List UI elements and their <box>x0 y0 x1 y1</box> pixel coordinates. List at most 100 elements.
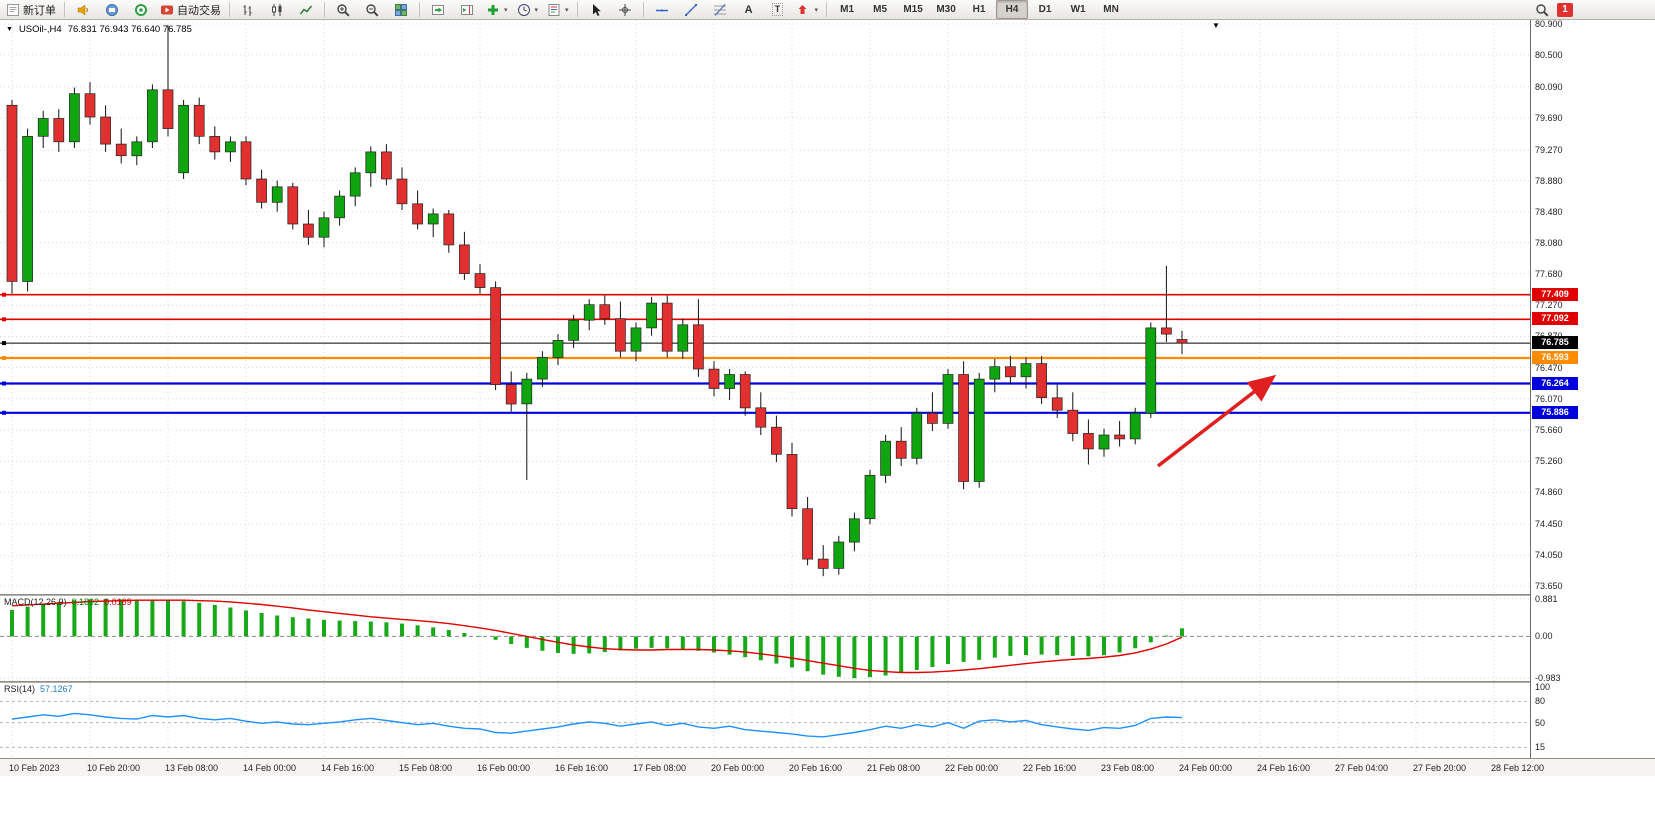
trendline-button[interactable] <box>677 0 705 19</box>
candlestick-chart-button[interactable] <box>263 0 291 19</box>
bar-chart-button[interactable] <box>234 0 262 19</box>
grid-layer <box>0 596 1530 681</box>
chart-shift-icon <box>460 3 474 17</box>
new-order-label: 新订单 <box>23 4 56 17</box>
fibonacci-button[interactable] <box>706 0 734 19</box>
timeframe-button-m30[interactable]: M30 <box>936 4 956 15</box>
time-axis-label: 23 Feb 08:00 <box>1101 763 1155 773</box>
trend-arrow-annotation[interactable] <box>1156 374 1277 468</box>
symbol-period-label: USOil-,H4 <box>18 24 62 35</box>
chart-shift-marker[interactable]: ▼ <box>1212 21 1220 30</box>
price-chart-canvas[interactable] <box>0 20 1530 594</box>
timeframe-button-d1[interactable]: D1 <box>1038 4 1052 15</box>
autotrading-button[interactable]: 自动交易 <box>156 0 225 19</box>
timeframe-button-m1[interactable]: M1 <box>840 4 855 15</box>
time-axis-label: 20 Feb 16:00 <box>789 763 843 773</box>
price-axis-label: 76.470 <box>1535 362 1563 373</box>
ohlc-values: 76.831 76.943 76.640 76.785 <box>67 24 192 35</box>
new-order-icon <box>6 3 20 17</box>
expert-advisor-button[interactable] <box>98 0 126 19</box>
timeframe-button-mn[interactable]: MN <box>1103 4 1119 15</box>
autotrading-icon <box>160 3 174 17</box>
periods-button[interactable]: ▾ <box>513 0 543 19</box>
arrows-button[interactable]: ▾ <box>793 0 823 19</box>
template-icon <box>547 3 561 17</box>
chevron-down-icon: ▾ <box>565 6 569 14</box>
alerts-button[interactable] <box>69 0 97 19</box>
grid-layer <box>0 20 1530 594</box>
fibonacci-icon <box>713 3 727 17</box>
toolbar-separator <box>419 2 420 17</box>
horn-icon <box>76 3 90 17</box>
time-axis-label: 16 Feb 16:00 <box>555 763 609 773</box>
tile-windows-button[interactable] <box>387 0 415 19</box>
price-axis-label: 76.070 <box>1535 393 1563 404</box>
add-indicator-icon <box>486 3 500 17</box>
chart-menu-icon[interactable]: ▼ <box>6 26 13 33</box>
cursor-button[interactable] <box>582 0 610 19</box>
time-axis-label: 20 Feb 00:00 <box>711 763 765 773</box>
price-axis-label: 78.880 <box>1535 175 1563 186</box>
timeframe-button-m15[interactable]: M15 <box>903 4 923 15</box>
price-line-label: 76.593 <box>1532 351 1578 364</box>
price-line-label: 76.785 <box>1532 336 1578 350</box>
rsi-axis-label: 15 <box>1535 742 1546 753</box>
price-line-label: 75.886 <box>1532 405 1578 419</box>
time-axis-label: 14 Feb 16:00 <box>321 763 375 773</box>
price-axis-label: 74.050 <box>1535 550 1563 561</box>
price-chart-panel: ▼ USOil-,H4 76.831 76.943 76.640 76.785 … <box>0 20 1530 594</box>
grid-layer <box>0 683 1530 758</box>
text-label-button[interactable]: T <box>764 0 792 19</box>
time-axis-label: 10 Feb 20:00 <box>87 763 141 773</box>
macd-main-value: 0.1892 <box>71 597 100 607</box>
time-axis-label: 13 Feb 08:00 <box>165 763 219 773</box>
text-button[interactable]: A <box>735 0 763 19</box>
price-axis-label: 78.080 <box>1535 237 1563 248</box>
rsi-canvas[interactable] <box>0 683 1530 758</box>
macd-panel: MACD(12,26,9) 0.1892 0.0169 <box>0 596 1530 681</box>
horizontal-lines-layer[interactable] <box>0 292 1530 415</box>
chevron-down-icon: ▾ <box>534 6 539 14</box>
horizontal-line-icon <box>655 3 669 17</box>
cursor-icon <box>589 3 603 17</box>
line-chart-icon <box>299 3 313 17</box>
timeframe-button-m5[interactable]: M5 <box>873 4 888 15</box>
price-axis-label: 80.900 <box>1535 18 1563 29</box>
zoom-out-button[interactable] <box>358 0 386 19</box>
panel-splitter[interactable] <box>0 594 1655 596</box>
zoom-in-icon <box>336 3 350 17</box>
search-button[interactable] <box>1528 0 1556 19</box>
panel-splitter[interactable] <box>0 681 1655 683</box>
auto-scroll-button[interactable] <box>424 0 452 19</box>
rsi-value: 57.1267 <box>40 684 73 694</box>
timeframe-button-h1[interactable]: H1 <box>972 4 986 15</box>
macd-canvas[interactable] <box>0 596 1530 681</box>
rsi-axis-label: 100 <box>1535 682 1551 693</box>
price-line-label: 77.092 <box>1532 312 1578 326</box>
price-axis-label: 80.500 <box>1535 49 1563 60</box>
chart-shift-button[interactable] <box>453 0 481 19</box>
templates-button[interactable]: ▾ <box>543 0 573 19</box>
horizontal-line-button[interactable] <box>648 0 676 19</box>
macd-signal-value: 0.0169 <box>104 597 132 607</box>
line-chart-button[interactable] <box>292 0 320 19</box>
search-icon <box>1535 3 1549 17</box>
main-toolbar: 新订单 自动交易 <box>0 0 1655 20</box>
indicators-button[interactable]: ▾ <box>482 0 512 19</box>
timeframe-button-w1[interactable]: W1 <box>1070 4 1086 15</box>
rsi-panel: RSI(14) 57.1267 <box>0 683 1530 758</box>
timeframe-button-h4[interactable]: H4 <box>996 0 1029 19</box>
price-axis[interactable]: 80.900 80.500 80.090 79.690 79.270 78.880 78.4… <box>1530 18 1655 758</box>
time-axis[interactable]: 10 Feb 2023 10 Feb 20:00 13 Feb 08:00 14 Fe… <box>0 758 1655 776</box>
candlestick-icon <box>270 3 284 17</box>
price-axis-label: 80.090 <box>1535 81 1563 92</box>
time-axis-label: 28 Feb 12:00 <box>1491 763 1545 773</box>
rsi-label: RSI(14) 57.1267 <box>4 684 73 694</box>
macd-axis-label: -0.983 <box>1535 673 1561 684</box>
new-order-button[interactable]: 新订单 <box>2 0 60 19</box>
macd-axis-label: 0.00 <box>1535 631 1553 642</box>
crosshair-button[interactable] <box>611 0 639 19</box>
community-button[interactable] <box>127 0 155 19</box>
zoom-in-button[interactable] <box>329 0 357 19</box>
notification-badge[interactable]: 1 <box>1557 2 1573 17</box>
